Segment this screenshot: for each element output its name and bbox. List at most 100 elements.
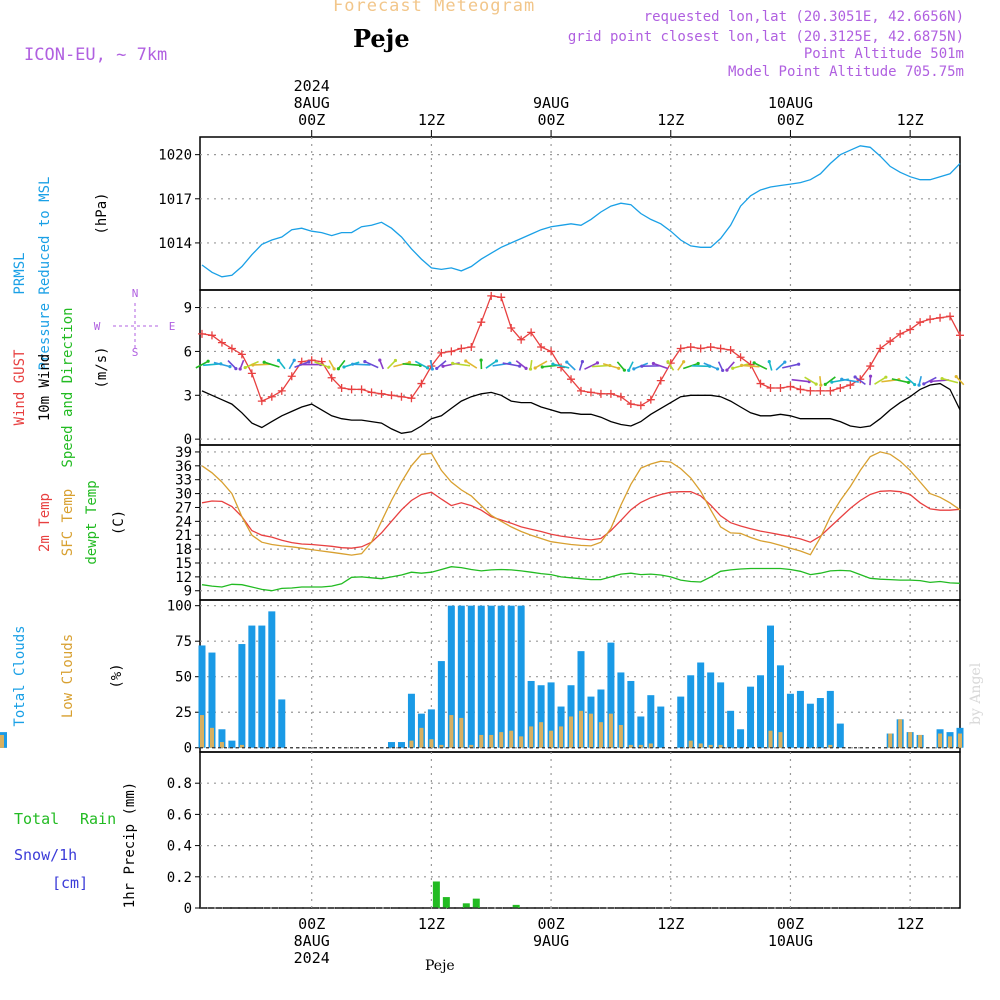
time-label-bottom: 00Z: [777, 915, 804, 933]
gust-marker: [876, 344, 885, 353]
wind-arrow: [616, 361, 626, 371]
wind-arrow-head: [407, 360, 412, 365]
bar: [477, 605, 485, 748]
bar: [717, 682, 725, 748]
wind-arrow-head: [494, 359, 499, 363]
bar: [439, 744, 444, 748]
gust-marker: [776, 383, 785, 392]
gust-marker: [207, 331, 216, 340]
bar: [747, 686, 755, 748]
wind-arrow-head: [528, 367, 533, 371]
legend-entry: [cm]: [52, 874, 88, 892]
watermark: by Angel: [968, 662, 984, 725]
gust-marker: [826, 386, 835, 395]
gust-marker: [387, 391, 396, 400]
bar: [449, 715, 454, 748]
wind-arrow: [288, 359, 295, 370]
wind-arrow: [294, 361, 310, 369]
time-label-top: 10AUG: [768, 94, 813, 112]
gust-marker: [846, 381, 855, 390]
wind-arrow-head: [336, 367, 341, 371]
wind-arrow-head: [617, 366, 621, 370]
wind-arrow: [386, 359, 397, 370]
wind-arrow-head: [840, 377, 844, 381]
gust-marker: [586, 388, 595, 397]
gust-marker: [696, 344, 705, 353]
wind-arrow-head: [276, 358, 281, 362]
wind-arrow: [337, 359, 346, 370]
bar: [469, 744, 474, 748]
gust-marker: [267, 392, 276, 401]
time-label-bottom: 2024: [294, 949, 330, 967]
y-tick-label: 0.8: [167, 776, 192, 792]
gust-marker: [906, 325, 915, 334]
bar: [517, 605, 525, 748]
bar: [427, 709, 435, 748]
gust-marker: [606, 389, 615, 398]
gust-marker: [806, 386, 815, 395]
bar: [898, 719, 903, 748]
bar: [628, 744, 633, 748]
bar: [608, 713, 613, 748]
wind-arrow-head: [451, 361, 455, 366]
wind-arrow-head: [814, 382, 818, 386]
wind-arrow-head: [823, 382, 827, 386]
gust-marker: [926, 315, 935, 324]
bar: [688, 740, 693, 748]
bar: [698, 743, 703, 748]
bar: [419, 727, 424, 748]
bar: [0, 744, 4, 748]
y-tick-label: 75: [175, 634, 192, 650]
gust-marker: [287, 372, 296, 381]
bar: [806, 703, 814, 748]
wind-arrow-head: [715, 367, 720, 371]
wind-arrow-head: [651, 361, 656, 366]
panel-pressure: 1014 1017 1020 PRMSL Pressure Reduced to MSL…: [12, 136, 961, 370]
time-label-top: 00Z: [538, 111, 565, 129]
series-line: [201, 490, 961, 549]
bar: [238, 644, 246, 748]
bar: [529, 726, 534, 748]
wind-arrow: [515, 360, 527, 369]
gust-marker: [956, 331, 964, 340]
time-label-bottom: 12Z: [418, 915, 445, 933]
bar: [507, 605, 515, 748]
gust-marker: [357, 385, 366, 394]
time-label-top: 9AUG: [533, 94, 569, 112]
wind-arrow-head: [479, 358, 483, 362]
gust-marker: [447, 347, 456, 356]
gust-marker: [676, 344, 685, 353]
series-line: [201, 145, 961, 278]
time-label-top: 00Z: [777, 111, 804, 129]
y-axis-label: SFC Temp: [60, 489, 76, 556]
time-label-top: 12Z: [418, 111, 445, 129]
gust-marker: [197, 329, 206, 338]
y-tick-label: 39: [175, 445, 192, 461]
wind-arrow: [941, 377, 959, 384]
gust-marker: [417, 379, 426, 388]
bar: [208, 652, 216, 748]
bar: [219, 742, 224, 748]
wind-arrow: [465, 360, 478, 369]
wind-arrow: [414, 360, 428, 369]
gust-marker: [836, 383, 845, 392]
bar: [766, 625, 774, 748]
wind-arrow: [854, 376, 866, 385]
wind-arrow: [741, 364, 760, 368]
wind-arrow: [753, 362, 768, 370]
y-tick-label: 6: [184, 344, 192, 360]
model-altitude: Model Point Altitude 705.75m: [727, 64, 964, 80]
wind-arrow-head: [819, 383, 823, 387]
wind-arrow: [874, 376, 887, 385]
wind-arrow: [263, 361, 280, 368]
gust-marker: [257, 397, 266, 406]
wind-arrow-head: [206, 359, 210, 363]
wind-arrow: [314, 361, 330, 369]
y-axis-label: Wind GUST: [12, 349, 28, 425]
bar: [539, 722, 544, 748]
bar: [958, 733, 962, 748]
wind-arrow-head: [292, 358, 296, 362]
gust-marker: [686, 343, 695, 352]
wind-arrow-head: [565, 360, 569, 364]
